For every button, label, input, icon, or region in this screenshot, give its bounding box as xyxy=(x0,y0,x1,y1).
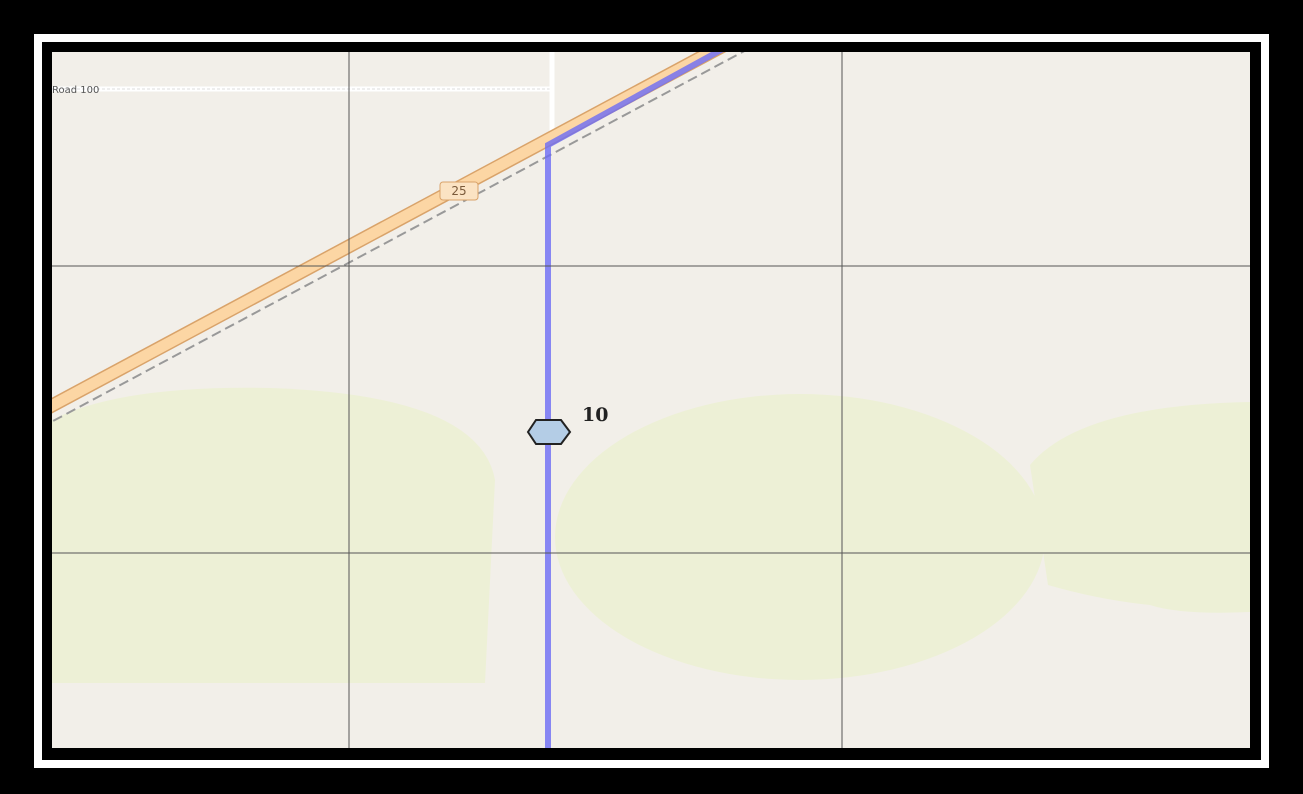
field xyxy=(1030,402,1250,613)
grid xyxy=(52,52,1250,748)
marker xyxy=(526,419,572,445)
field xyxy=(52,387,495,683)
route-shield xyxy=(439,181,479,201)
highway xyxy=(52,52,723,412)
map-canvas: 25 Road 100 10 xyxy=(52,52,1250,748)
marker-label: 10 xyxy=(582,404,608,426)
road-label: Road 100 xyxy=(52,85,99,96)
route-line xyxy=(545,52,724,748)
field xyxy=(555,394,1045,680)
route-shield-label: 25 xyxy=(451,184,466,198)
